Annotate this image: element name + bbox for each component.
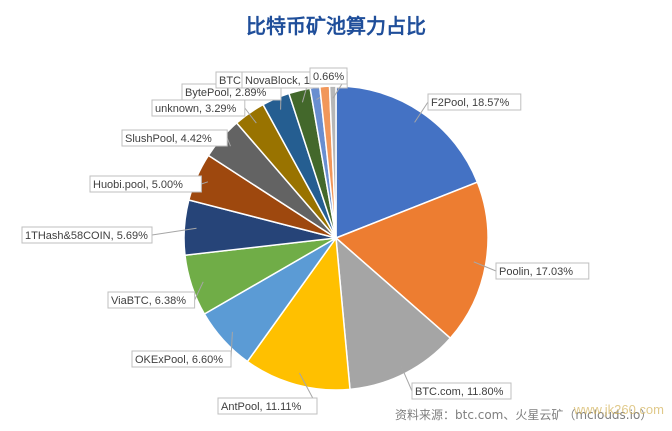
leader-line (151, 227, 197, 236)
data-label-box (21, 226, 153, 244)
data-label-box (411, 382, 512, 400)
data-label-box (89, 175, 202, 193)
chart-title: 比特币矿池算力占比 (246, 14, 426, 38)
data-label: F2Pool, 18.57% (431, 97, 509, 109)
leader-line (473, 261, 497, 272)
data-label: unknown, 3.29% (155, 103, 237, 115)
pie-slice (328, 85, 337, 239)
data-label: BTC.com, 11.80% (415, 386, 504, 398)
leader-line (194, 281, 204, 301)
data-label: SlushPool, 4.42% (125, 133, 212, 145)
data-label-box (107, 291, 196, 309)
data-label-box (217, 397, 318, 415)
data-label: Poolin, 17.03% (499, 266, 573, 278)
pie-slice (334, 181, 489, 340)
pie-slice (335, 236, 452, 391)
data-label-box (131, 350, 232, 368)
data-label: OKExPool, 6.60% (135, 354, 223, 366)
data-label-box (121, 129, 228, 147)
data-label-box (309, 67, 348, 85)
data-label: 1THash&58COIN, 5.69% (25, 230, 148, 242)
data-label: ViaBTC, 6.38% (111, 295, 186, 307)
leader-line (399, 362, 413, 392)
leader-line (226, 137, 231, 147)
source-note: 资料来源：btc.com、火星云矿（mclouds.io） (395, 408, 653, 422)
data-label: AntPool, 11.11% (221, 401, 302, 413)
leader-line (244, 107, 257, 124)
leader-line (414, 101, 429, 123)
data-label: Huobi.pool, 5.00% (93, 179, 183, 191)
leader-line (201, 181, 209, 185)
data-label: BytePool, 2.89% (185, 87, 267, 99)
pie-slice (246, 235, 351, 391)
watermark: www.jk260.com (573, 402, 664, 417)
data-label-box (427, 93, 522, 111)
data-label: 0.66% (313, 71, 344, 83)
data-label-box (495, 262, 590, 280)
